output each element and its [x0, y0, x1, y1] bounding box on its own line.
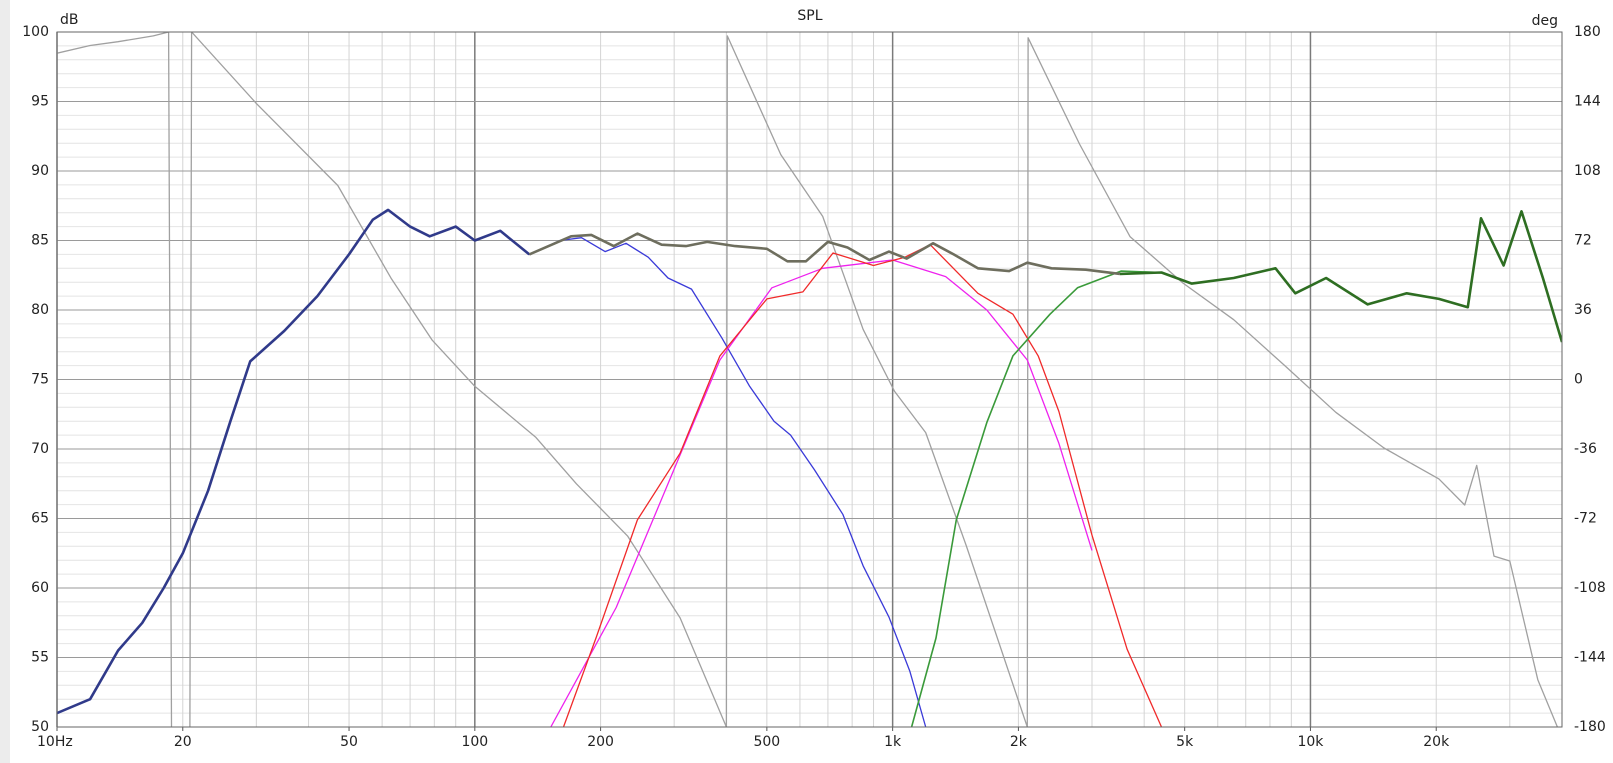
y-tick-label: 85: [31, 233, 49, 249]
y2-tick-label: 108: [1574, 163, 1601, 179]
y2-tick-label: -72: [1574, 511, 1597, 527]
series-line: [550, 259, 1093, 727]
y-tick-label: 75: [31, 372, 49, 388]
y-tick-label: 70: [31, 441, 49, 457]
series-line: [57, 208, 531, 715]
y-tick-label: 100: [22, 24, 49, 40]
x-tick-label: 10k: [1297, 734, 1324, 750]
y2-tick-label: 144: [1574, 94, 1601, 110]
x-tick-label: 20: [174, 734, 192, 750]
y-tick-label: 80: [31, 302, 49, 318]
y-tick-label: 95: [31, 94, 49, 110]
chart-title: SPL: [797, 8, 822, 24]
series-line: [57, 32, 173, 727]
series-line: [1119, 210, 1562, 343]
y2-axis-label: deg: [1532, 13, 1558, 29]
x-tick-label: 2k: [1010, 734, 1028, 750]
side-strip: [0, 0, 10, 763]
y2-tick-label: -108: [1574, 580, 1606, 596]
x-tick-label: 200: [587, 734, 614, 750]
y-tick-label: 65: [31, 511, 49, 527]
x-tick-label: 1k: [884, 734, 902, 750]
y-tick-label: 90: [31, 163, 49, 179]
y2-tick-label: 0: [1574, 372, 1583, 388]
x-tick-label: 5k: [1176, 734, 1194, 750]
plot-frame: [56, 31, 1563, 728]
y2-tick-label: -180: [1574, 719, 1606, 735]
y2-tick-label: 36: [1574, 302, 1592, 318]
x-tick-label: 10Hz: [37, 734, 73, 750]
series-line: [562, 244, 1163, 727]
series-line: [528, 232, 1121, 276]
x-tick-label: 500: [753, 734, 780, 750]
y2-tick-label: -144: [1574, 650, 1606, 666]
y-axis-label: dB: [60, 12, 79, 28]
x-tick-label: 100: [461, 734, 488, 750]
y-tick-label: 50: [31, 719, 49, 735]
y2-tick-label: -36: [1574, 441, 1597, 457]
y2-tick-label: 72: [1574, 233, 1592, 249]
y2-tick-label: 180: [1574, 24, 1601, 40]
y-tick-label: 55: [31, 650, 49, 666]
y-tick-label: 60: [31, 580, 49, 596]
x-tick-label: 50: [340, 734, 358, 750]
x-tick-label: 20k: [1423, 734, 1450, 750]
series-line: [189, 32, 1559, 727]
